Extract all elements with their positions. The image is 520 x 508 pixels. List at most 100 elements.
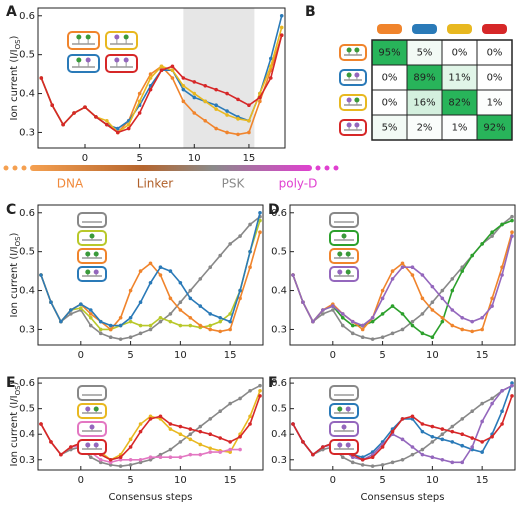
x-tick-label: 15 (224, 350, 237, 361)
point (105, 118, 109, 123)
point (238, 396, 242, 401)
dot (324, 165, 330, 171)
cell-label: 11% (448, 73, 470, 84)
point (236, 132, 240, 137)
y-tick-label: 0.6 (271, 208, 287, 219)
point (510, 381, 514, 385)
point (228, 450, 232, 454)
point (450, 323, 455, 328)
point (225, 113, 229, 117)
point (192, 80, 197, 84)
sequence-bar: DNA Linker PSK poly-D (3, 165, 339, 191)
point (340, 312, 345, 316)
icon-dot (93, 251, 99, 257)
point (208, 417, 213, 421)
point (108, 457, 113, 462)
legend-icon (339, 119, 367, 136)
point (198, 429, 203, 434)
icon-dot (337, 442, 343, 448)
point (420, 331, 425, 336)
point (218, 436, 222, 440)
point (370, 337, 375, 341)
y-tick-label: 0.4 (19, 89, 35, 100)
x-axis-label: Consensus steps (109, 492, 193, 503)
point (370, 319, 375, 324)
point (350, 455, 355, 460)
point (510, 218, 514, 223)
point (430, 300, 435, 305)
point (148, 457, 153, 462)
point (159, 68, 164, 73)
matrix-frame (371, 39, 513, 141)
plot-frame (37, 204, 264, 346)
point (148, 280, 153, 285)
point (291, 422, 295, 426)
point (460, 265, 465, 270)
x-tick-label: 0 (330, 475, 336, 486)
point (410, 445, 415, 449)
x-tick-label: 0 (78, 475, 84, 486)
point (118, 337, 123, 341)
point (460, 269, 465, 273)
icon-dot (345, 406, 351, 412)
point (321, 308, 325, 312)
point (168, 455, 173, 460)
legend-icon (67, 31, 100, 50)
point (390, 460, 395, 465)
point (228, 401, 232, 406)
point (420, 296, 425, 301)
legend-icon (77, 266, 107, 282)
y-label-part: Ion current (I/I (9, 246, 20, 317)
point (218, 450, 222, 454)
icon-dot (93, 269, 99, 275)
point (470, 329, 474, 334)
series-line (292, 384, 513, 467)
point (168, 447, 173, 452)
point (236, 117, 240, 121)
point (108, 323, 113, 328)
point (225, 91, 229, 96)
point (218, 409, 222, 414)
point (350, 319, 355, 324)
icon-dot (85, 57, 91, 63)
cell-label: 92% (483, 123, 505, 134)
point (370, 464, 375, 468)
point (158, 414, 163, 419)
legend-icon (339, 44, 367, 61)
point (430, 335, 435, 340)
x-tick-label: 0 (82, 153, 88, 164)
panel: C 0.3 0.4 0.5 0.6 0 5 10 15 Ion current (I/IOS) (6, 202, 264, 361)
legend-icon (77, 403, 107, 419)
point (203, 99, 208, 104)
point (115, 126, 120, 131)
point (430, 440, 435, 444)
point (248, 249, 252, 254)
plot-frame (289, 204, 516, 346)
point (208, 265, 213, 270)
point (198, 277, 203, 281)
point (430, 284, 435, 289)
dot (3, 165, 9, 171)
point (420, 312, 425, 316)
x-tick-label: 10 (174, 475, 187, 486)
point (301, 440, 305, 444)
legend-icon (329, 212, 359, 228)
point (247, 118, 251, 123)
panel-letter: C (6, 202, 16, 218)
point (98, 331, 103, 336)
point (148, 455, 153, 460)
point (126, 126, 131, 131)
series-line (40, 423, 241, 464)
point (248, 388, 252, 393)
point (360, 455, 365, 460)
point (158, 273, 163, 277)
legend-icon (329, 403, 359, 419)
point (214, 103, 218, 108)
point (500, 273, 504, 277)
icon-dot (85, 251, 91, 257)
point (168, 427, 173, 431)
legend-icon (329, 266, 359, 282)
point (440, 437, 445, 442)
legend-icon (77, 385, 107, 401)
